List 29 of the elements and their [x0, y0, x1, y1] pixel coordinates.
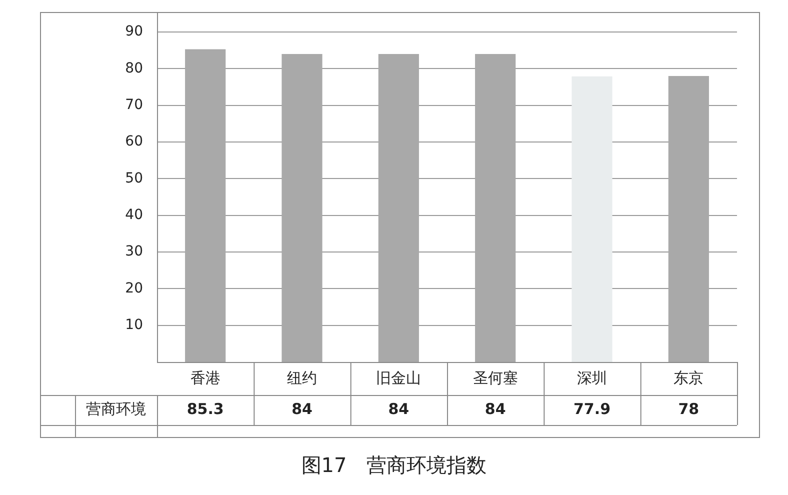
y-tick-label: 30: [125, 244, 143, 260]
y-tick-label: 90: [125, 24, 143, 40]
text: 图17 营商环境指数: [300, 452, 488, 479]
y-tick-label: 50: [125, 170, 143, 186]
y-tick-label: 40: [125, 206, 143, 223]
bar: [378, 54, 419, 362]
y-tick-label: 10: [125, 316, 143, 333]
bar: [475, 54, 516, 362]
data-label: 84: [292, 400, 312, 418]
data-label: 77.9: [573, 400, 611, 418]
x-tick-label: 圣何塞: [472, 368, 518, 387]
x-tick-label: 香港: [190, 368, 220, 387]
bar: [185, 49, 226, 362]
data-label: 78: [678, 400, 700, 418]
text: 营商环境: [86, 400, 146, 418]
data-label: 84: [484, 400, 506, 418]
bar: [572, 76, 612, 362]
x-tick-label: 纽约: [287, 368, 317, 387]
y-tick-label: 70: [125, 96, 143, 113]
y-tick-label: 80: [125, 60, 143, 76]
x-tick-label: 深圳: [577, 368, 607, 387]
x-tick-label: 东京: [674, 368, 704, 387]
y-tick-label: 20: [125, 280, 143, 296]
data-label: 84: [388, 400, 410, 418]
data-label: 85.3: [186, 400, 224, 418]
x-tick-label: 旧金山: [376, 368, 422, 387]
bar: [668, 76, 709, 362]
y-tick-label: 60: [125, 134, 143, 150]
bar: [282, 54, 322, 362]
